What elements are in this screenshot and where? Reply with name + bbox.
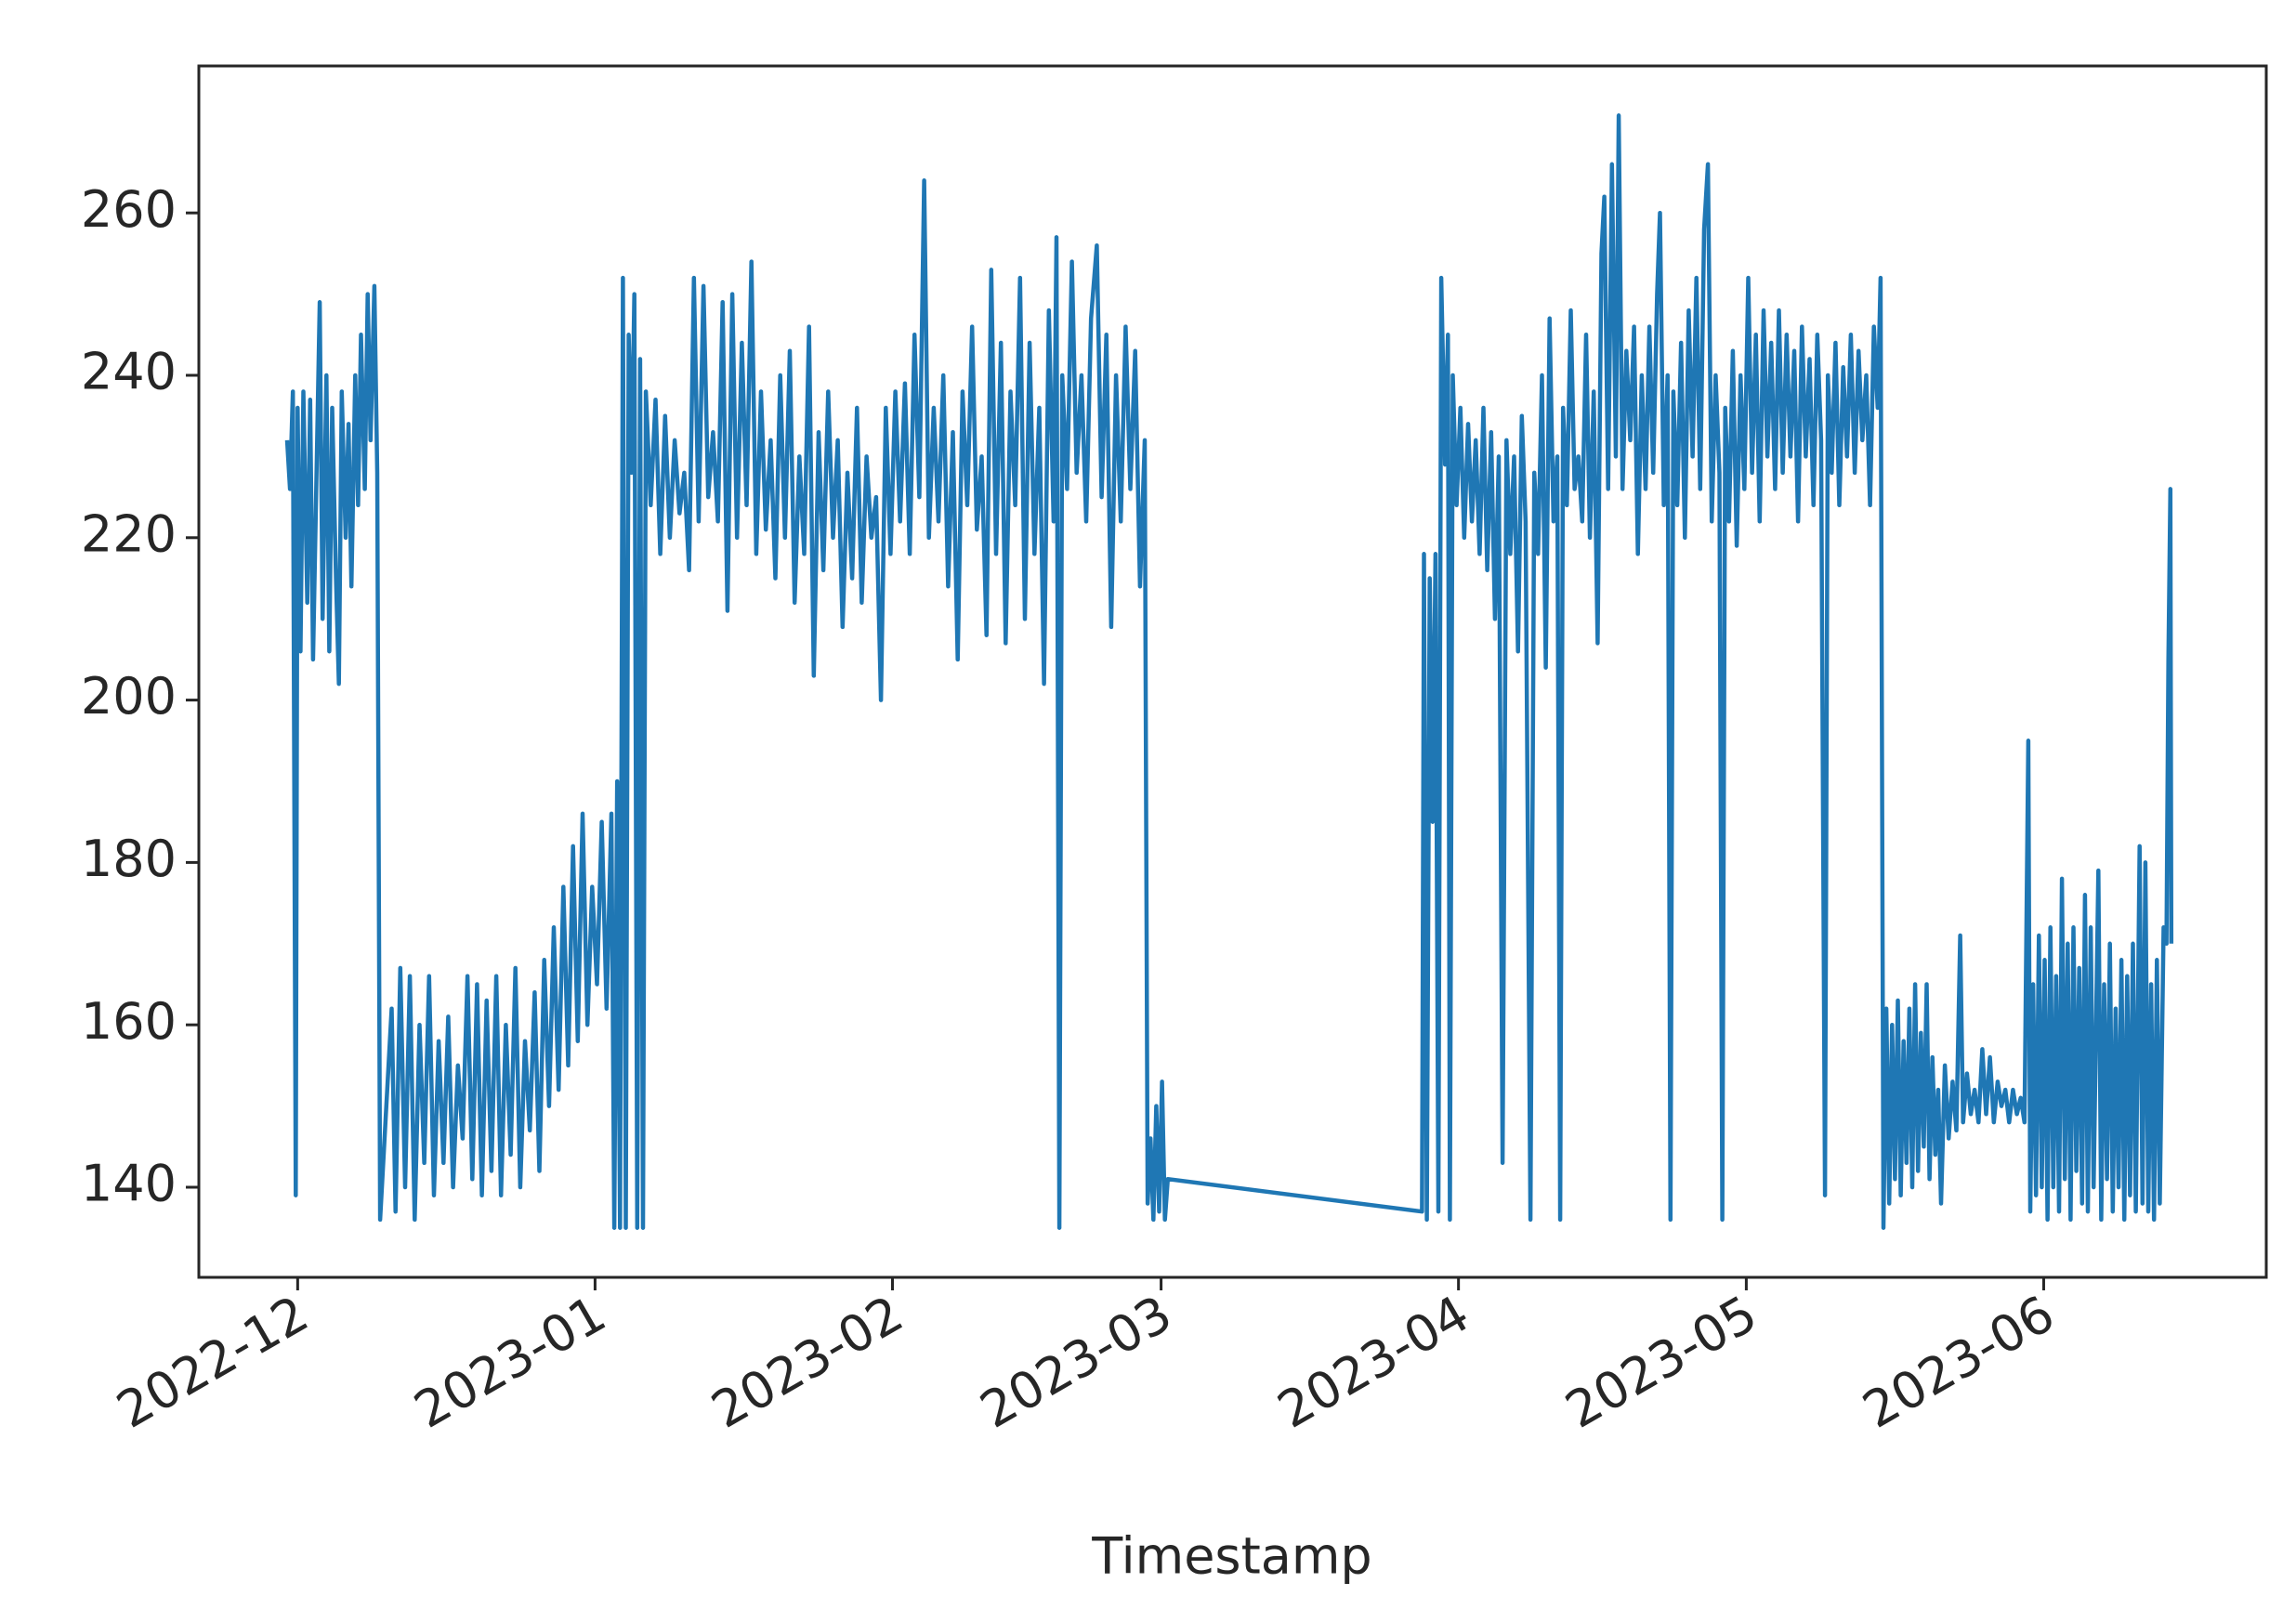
x-tick-label: 2023-05 [1555, 1284, 1766, 1439]
x-axis-label: Timestamp [1091, 1527, 1371, 1586]
x-tick-label: 2023-03 [971, 1284, 1182, 1439]
x-tick-label: 2023-01 [404, 1284, 615, 1439]
y-tick-label: 140 [81, 1155, 177, 1213]
data-line [284, 113, 2174, 1230]
x-tick-label: 2023-06 [1853, 1284, 2064, 1439]
x-tick-label: 2023-04 [1268, 1284, 1479, 1439]
axes-frame [197, 64, 2268, 1279]
x-tick-label: 2022-12 [107, 1284, 318, 1439]
y-tick-label: 200 [81, 667, 177, 726]
y-tick-label: 260 [81, 180, 177, 239]
y-tick-label: 180 [81, 830, 177, 888]
plot-area [284, 113, 2174, 1230]
x-tick-label: 2023-02 [702, 1284, 912, 1439]
y-tick-label: 220 [81, 504, 177, 563]
y-tick-label: 160 [81, 992, 177, 1051]
y-tick-label: 240 [81, 343, 177, 401]
